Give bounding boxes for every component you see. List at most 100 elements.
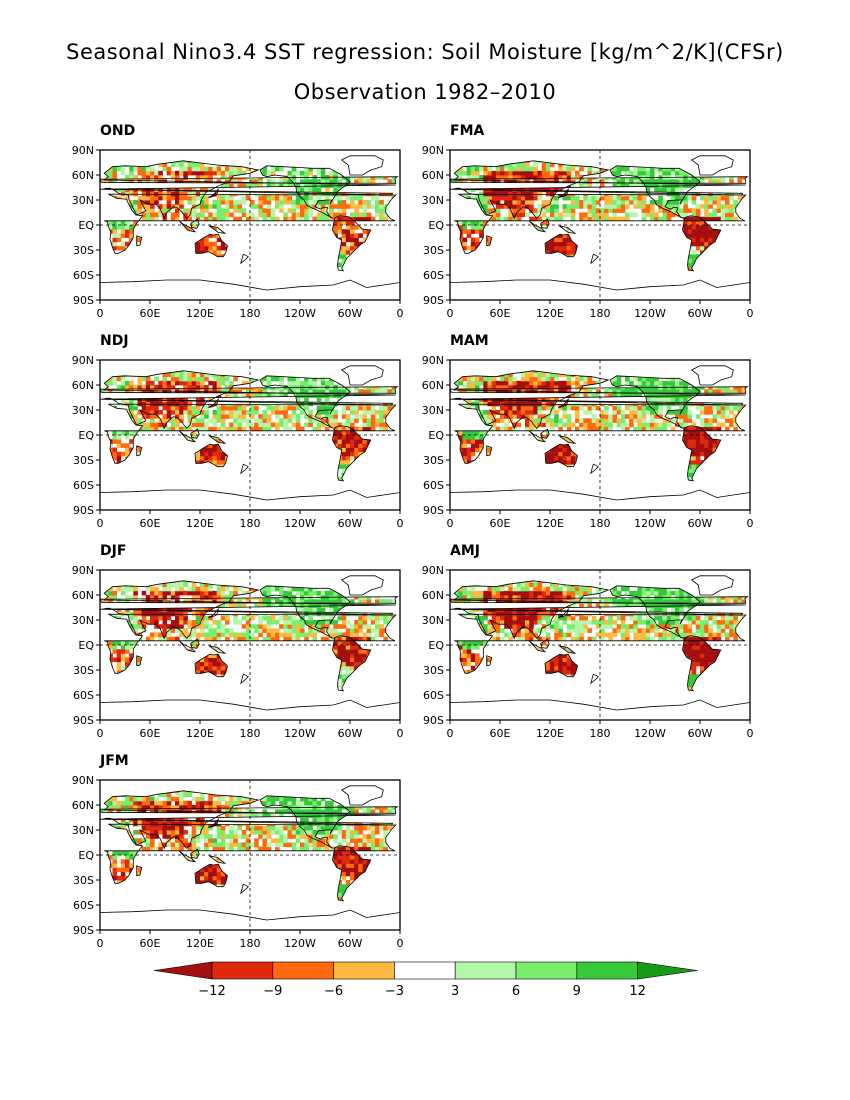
anomaly-cell [387, 233, 393, 238]
anomaly-cell [650, 233, 655, 238]
anomaly-cell [291, 370, 297, 373]
anomaly-cell [250, 183, 255, 188]
anomaly-cell [341, 410, 347, 415]
anomaly-cell [337, 480, 343, 481]
anomaly-cell [470, 370, 476, 373]
anomaly-cell [291, 480, 297, 481]
anomaly-cell [641, 204, 647, 209]
anomaly-cell [516, 204, 522, 209]
anomaly-cell [379, 245, 384, 251]
anomaly-cell [137, 166, 143, 172]
anomaly-cell [683, 204, 688, 209]
anomaly-cell [195, 195, 201, 201]
anomaly-cell [450, 422, 455, 428]
anomaly-cell [329, 480, 334, 481]
anomaly-cell [712, 179, 718, 184]
anomaly-cell [158, 451, 163, 457]
anomaly-cell [370, 266, 376, 271]
anomaly-cell [333, 220, 338, 226]
anomaly-cell [379, 266, 384, 271]
anomaly-cell [383, 233, 388, 238]
anomaly-cell [454, 191, 459, 197]
anomaly-cell [483, 220, 488, 226]
anomaly-cell [229, 250, 234, 255]
anomaly-cell [716, 229, 722, 234]
anomaly-cell [316, 160, 322, 163]
anomaly-cell [695, 179, 701, 184]
anomaly-cell [704, 208, 709, 213]
anomaly-cell [104, 191, 109, 197]
anomaly-cell [316, 422, 322, 428]
anomaly-cell [366, 187, 372, 193]
anomaly-cell [366, 422, 372, 428]
lon-label: 60W [688, 307, 713, 320]
anomaly-cell [183, 245, 188, 251]
anomaly-cell [729, 258, 734, 263]
anomaly-cell [170, 183, 176, 188]
anomaly-cell [691, 208, 697, 213]
anomaly-cell [466, 405, 472, 411]
anomaly-cell [533, 175, 538, 180]
anomaly-cell [391, 245, 397, 251]
anomaly-cell [625, 204, 630, 209]
anomaly-cell [658, 170, 663, 176]
anomaly-cell [637, 162, 643, 168]
anomaly-cell [133, 250, 138, 255]
anomaly-cell [362, 237, 368, 243]
anomaly-cell [208, 460, 213, 465]
anomaly-cell [470, 480, 476, 481]
anomaly-cell [350, 204, 355, 209]
anomaly-cell [333, 410, 338, 415]
anomaly-cell [716, 245, 722, 251]
anomaly-cell [229, 195, 234, 201]
anomaly-cell [150, 270, 155, 271]
anomaly-cell [125, 266, 130, 271]
anomaly-cell [620, 262, 626, 268]
lat-label: EQ [78, 219, 94, 232]
anomaly-cell [450, 183, 455, 188]
anomaly-cell [587, 212, 593, 218]
anomaly-cell [358, 160, 363, 163]
anomaly-cell [354, 414, 359, 419]
anomaly-cell [241, 162, 247, 168]
anomaly-cell [583, 204, 588, 209]
anomaly-cell [100, 166, 105, 172]
anomaly-cell [270, 195, 276, 201]
anomaly-cell [650, 245, 655, 251]
anomaly-cell [262, 262, 268, 268]
anomaly-cell [116, 476, 122, 481]
anomaly-cell [500, 250, 505, 255]
anomaly-cell [475, 160, 480, 163]
anomaly-cell [241, 208, 247, 213]
anomaly-cell [179, 254, 184, 259]
anomaly-cell [733, 245, 738, 251]
anomaly-cell [191, 405, 197, 411]
anomaly-cell [704, 250, 709, 255]
anomaly-cell [712, 212, 718, 218]
anomaly-cell [662, 200, 668, 205]
anomaly-cell [700, 160, 705, 163]
anomaly-cell [250, 229, 255, 234]
anomaly-cell [387, 262, 393, 268]
anomaly-cell [216, 380, 222, 386]
anomaly-cell [295, 422, 301, 428]
anomaly-cell [183, 160, 188, 163]
anomaly-cell [391, 472, 397, 478]
anomaly-cell [191, 208, 197, 213]
anomaly-cell [162, 389, 168, 394]
anomaly-cell [287, 405, 293, 411]
anomaly-cell [250, 464, 255, 469]
anomaly-cell [187, 385, 193, 390]
anomaly-cell [458, 435, 463, 440]
anomaly-cell [358, 179, 363, 184]
anomaly-cell [104, 418, 109, 423]
anomaly-cell [200, 426, 205, 432]
anomaly-cell [575, 258, 580, 263]
anomaly-cell [658, 204, 663, 209]
anomaly-cell [362, 250, 368, 255]
anomaly-cell [270, 229, 276, 234]
anomaly-cell [354, 162, 359, 168]
anomaly-cell [620, 229, 626, 234]
anomaly-cell [575, 200, 580, 205]
anomaly-cell [183, 380, 188, 386]
